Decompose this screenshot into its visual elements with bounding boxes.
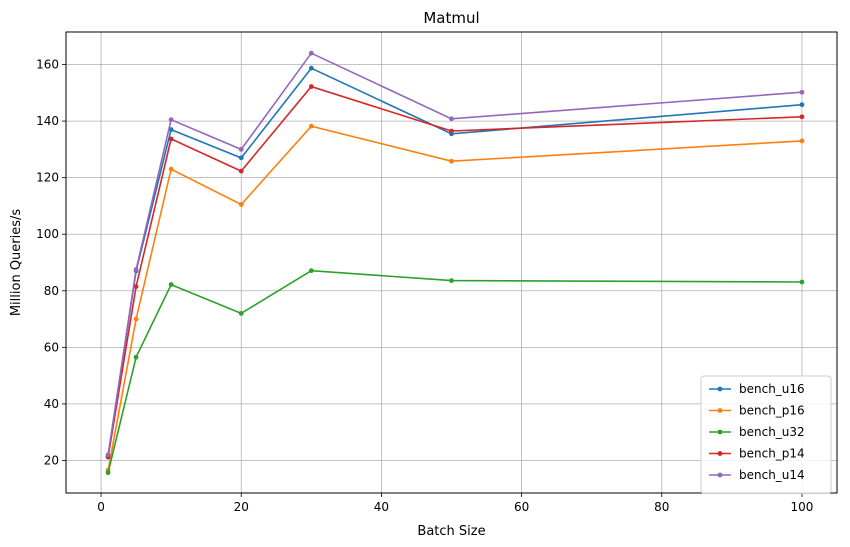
- data-point: [238, 202, 244, 207]
- y-tick-label: 40: [44, 397, 59, 411]
- y-tick-label: 160: [36, 58, 59, 72]
- x-tick-label: 40: [374, 500, 389, 514]
- legend-label: bench_u32: [739, 425, 805, 439]
- data-point: [168, 127, 174, 132]
- series-bench_p14: [105, 84, 805, 460]
- data-point: [799, 114, 805, 120]
- x-tick-label: 60: [514, 500, 529, 514]
- y-tick-label: 140: [36, 114, 59, 128]
- series-bench_u32: [105, 268, 805, 476]
- x-tick-label: 20: [234, 500, 249, 514]
- x-axis-label: Batch Size: [417, 524, 485, 539]
- legend-box: [700, 375, 832, 494]
- data-point: [308, 50, 314, 56]
- data-point: [449, 116, 454, 122]
- data-point: [449, 278, 454, 284]
- data-point: [308, 123, 314, 129]
- data-point: [238, 311, 244, 316]
- y-tick-label: 20: [44, 453, 59, 467]
- data-point: [105, 452, 111, 458]
- legend-item: bench_u14: [709, 468, 805, 482]
- legend-item: bench_u32: [709, 425, 805, 439]
- series-bench_p16: [105, 123, 805, 473]
- data-point: [308, 268, 314, 274]
- y-tick-label: 120: [36, 171, 59, 185]
- data-point: [449, 128, 454, 134]
- data-point: [168, 166, 174, 172]
- data-point: [133, 354, 139, 360]
- data-point: [308, 65, 314, 71]
- y-axis-label: Million Queries/s: [9, 209, 24, 317]
- legend-label: bench_u14: [739, 468, 805, 482]
- y-tick-label: 80: [44, 284, 59, 298]
- data-point: [168, 282, 174, 287]
- legend-swatch-marker: [717, 386, 723, 392]
- data-point: [449, 158, 454, 164]
- legend-swatch-marker: [717, 472, 723, 478]
- x-tick-label: 80: [654, 500, 669, 514]
- legend-item: bench_p16: [709, 404, 805, 418]
- x-tick-label: 0: [97, 500, 105, 514]
- data-point: [168, 136, 174, 142]
- x-tick-label: 100: [791, 500, 814, 514]
- legend-swatch-marker: [717, 451, 723, 456]
- legend-item: bench_u16: [709, 382, 805, 396]
- data-point: [238, 155, 244, 161]
- legend-swatch-marker: [717, 429, 723, 435]
- series-bench_u16: [105, 65, 805, 459]
- data-point: [799, 102, 805, 108]
- plot-frame: [65, 31, 838, 494]
- data-point: [133, 267, 139, 272]
- series-bench_u14: [105, 50, 805, 458]
- data-point: [133, 316, 139, 322]
- series-layer: [105, 50, 805, 476]
- data-point: [168, 117, 174, 123]
- y-tick-label: 60: [44, 340, 59, 354]
- data-point: [238, 168, 244, 174]
- series-line: [107, 85, 803, 458]
- legend-swatch-marker: [717, 408, 723, 413]
- chart-title: Matmul: [423, 9, 479, 27]
- y-tick-label: 100: [36, 227, 59, 241]
- axis-ticks: 0 20 40 60 80 100 20 40 60 80 100 120 140 160: [36, 58, 813, 514]
- legend-item: bench_p14: [709, 447, 805, 461]
- data-point: [238, 146, 244, 152]
- data-point: [308, 84, 314, 89]
- legend-label: bench_p16: [739, 404, 805, 418]
- legend-label: bench_u16: [739, 382, 805, 396]
- data-point: [799, 279, 805, 285]
- legend: bench_u16 bench_p16 bench_u32 bench_p14benc…: [700, 375, 832, 494]
- series-line: [107, 269, 803, 473]
- legend-label: bench_p14: [739, 447, 805, 461]
- series-line: [107, 67, 803, 457]
- data-point: [799, 89, 805, 95]
- data-point: [799, 138, 805, 144]
- data-point: [133, 284, 139, 289]
- data-point: [105, 470, 111, 476]
